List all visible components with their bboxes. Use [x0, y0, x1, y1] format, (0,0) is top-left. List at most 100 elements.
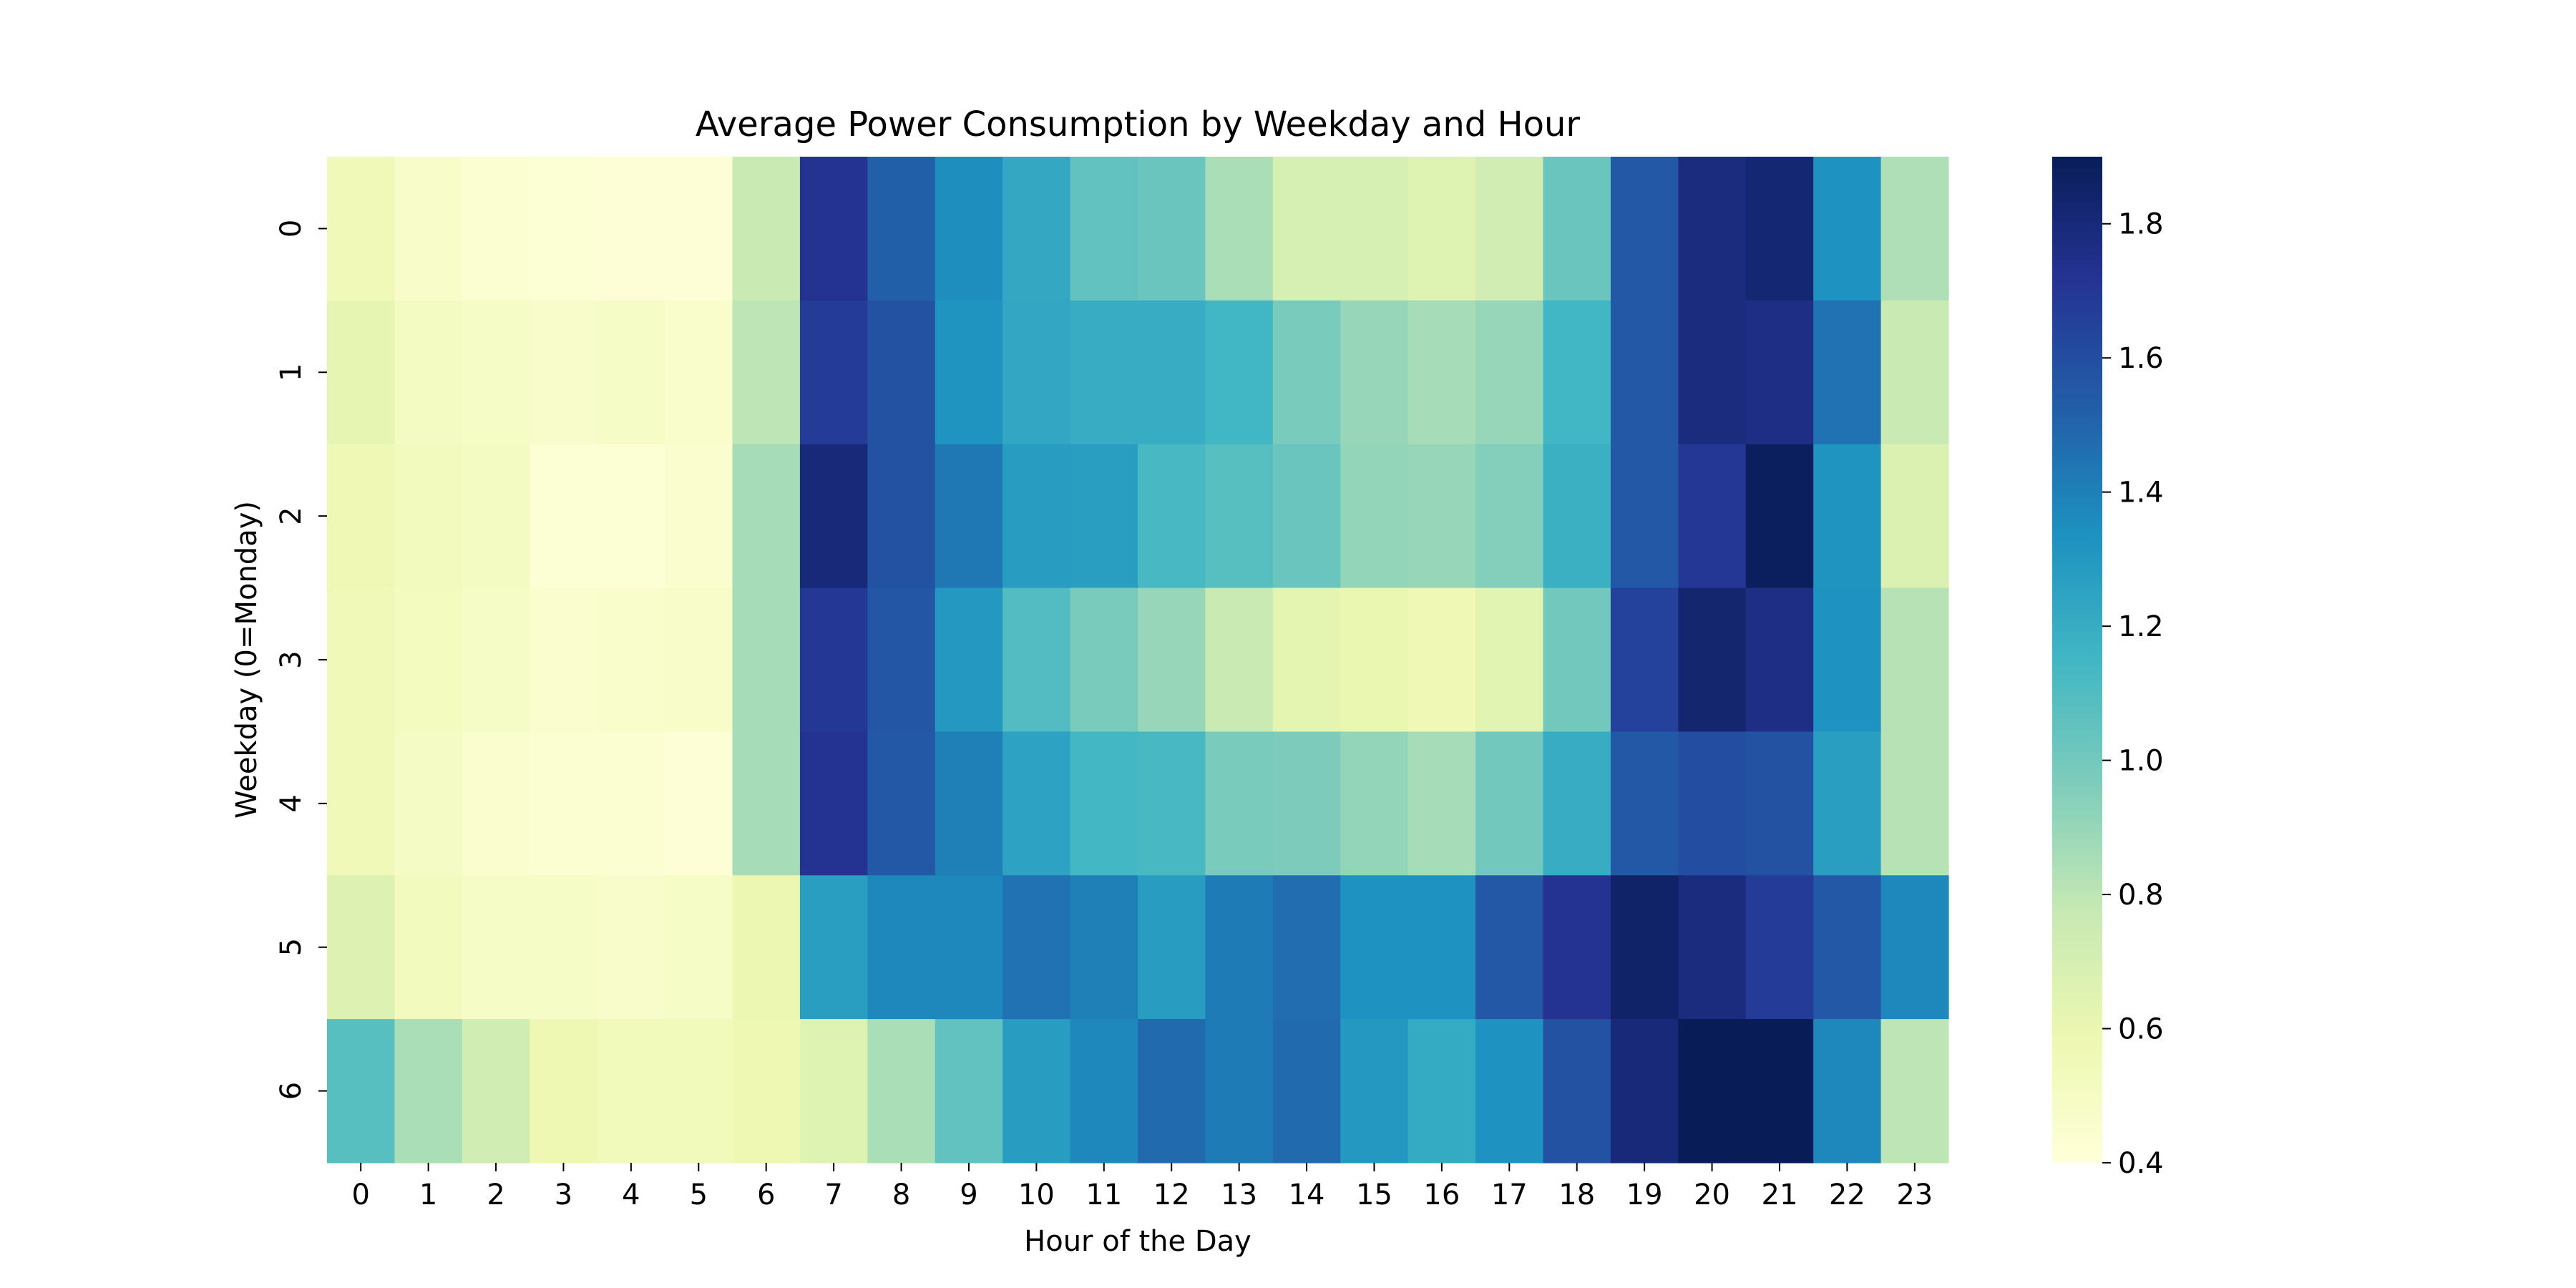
x-tick-label-22: 22: [1829, 1179, 1865, 1211]
heatmap-cell-1-14: [1272, 300, 1341, 445]
heatmap-cell-3-5: [665, 587, 733, 733]
heatmap-cell-5-2: [462, 875, 530, 1020]
heatmap-cell-2-15: [1340, 444, 1409, 589]
heatmap-cell-6-4: [597, 1019, 665, 1163]
colorbar-tick-label-1.4: 1.4: [2118, 477, 2164, 509]
x-tick-label-10: 10: [1018, 1179, 1055, 1211]
colorbar-tick-label-1.6: 1.6: [2118, 342, 2164, 375]
heatmap-cell-3-16: [1407, 587, 1476, 733]
heatmap-cell-5-0: [327, 875, 396, 1020]
y-tick-label-2: 2: [275, 507, 308, 525]
colorbar-ticks: 0.4 0.6 0.8 1.0 1.2 1.4 1.6 1.8: [2102, 208, 2164, 1180]
heatmap-cell-4-19: [1610, 731, 1679, 876]
y-tick-label-0: 0: [275, 220, 308, 238]
x-tick-label-11: 11: [1085, 1179, 1122, 1211]
x-tick-label-16: 16: [1423, 1179, 1460, 1211]
colorbar-tick-label-0.6: 0.6: [2118, 1013, 2164, 1046]
heatmap-cell-3-6: [732, 587, 801, 733]
heatmap-cell-0-0: [327, 157, 396, 301]
heatmap-cells: [327, 157, 1949, 1163]
heatmap-cell-3-9: [935, 587, 1003, 733]
heatmap-cell-1-7: [799, 300, 868, 445]
heatmap-cell-5-10: [1002, 875, 1071, 1020]
heatmap-cell-0-9: [935, 157, 1003, 301]
heatmap-cell-0-14: [1272, 157, 1341, 301]
heatmap-cell-5-15: [1340, 875, 1409, 1020]
heatmap-cell-4-11: [1070, 731, 1138, 876]
heatmap-cell-1-4: [597, 300, 665, 445]
heatmap-cell-5-12: [1138, 875, 1206, 1020]
y-tick-label-5: 5: [275, 938, 308, 956]
heatmap-cell-6-0: [327, 1019, 396, 1163]
heatmap-cell-2-9: [935, 444, 1003, 589]
heatmap-cell-5-21: [1745, 875, 1814, 1020]
heatmap-cell-3-12: [1138, 587, 1206, 733]
x-tick-label-18: 18: [1558, 1179, 1595, 1211]
heatmap-cell-5-5: [665, 875, 733, 1020]
heatmap-cell-1-12: [1138, 300, 1206, 445]
heatmap-cell-2-0: [327, 444, 396, 589]
heatmap-cell-3-20: [1678, 587, 1747, 733]
x-tick-label-12: 12: [1153, 1179, 1190, 1211]
heatmap-cell-4-23: [1880, 731, 1949, 876]
heatmap-cell-6-16: [1407, 1019, 1476, 1163]
y-axis-label: Weekday (0=Monday): [230, 501, 263, 819]
heatmap-cell-6-5: [665, 1019, 733, 1163]
heatmap-cell-6-14: [1272, 1019, 1341, 1163]
heatmap-cell-4-2: [462, 731, 530, 876]
heatmap-cell-4-3: [530, 731, 598, 876]
heatmap-cell-2-23: [1880, 444, 1949, 589]
heatmap-cell-3-0: [327, 587, 396, 733]
heatmap-cell-3-19: [1610, 587, 1679, 733]
heatmap-cell-0-23: [1880, 157, 1949, 301]
x-tick-label-14: 14: [1289, 1179, 1325, 1211]
heatmap-cell-6-1: [394, 1019, 463, 1163]
heatmap-cell-5-8: [867, 875, 936, 1020]
x-tick-label-1: 1: [419, 1179, 437, 1211]
heatmap-cell-0-15: [1340, 157, 1409, 301]
heatmap-cell-1-23: [1880, 300, 1949, 445]
heatmap-cell-0-16: [1407, 157, 1476, 301]
heatmap-cell-4-14: [1272, 731, 1341, 876]
heatmap-cell-4-7: [799, 731, 868, 876]
heatmap-cell-0-3: [530, 157, 598, 301]
heatmap-cell-5-3: [530, 875, 598, 1020]
heatmap-cell-6-3: [530, 1019, 598, 1163]
heatmap-cell-3-14: [1272, 587, 1341, 733]
heatmap-cell-0-21: [1745, 157, 1814, 301]
heatmap-cell-6-22: [1813, 1019, 1882, 1163]
heatmap-cell-2-5: [665, 444, 733, 589]
colorbar: [2052, 157, 2102, 1163]
heatmap-cell-6-13: [1205, 1019, 1274, 1163]
heatmap-cell-0-5: [665, 157, 733, 301]
x-tick-label-8: 8: [892, 1179, 910, 1211]
heatmap-cell-0-12: [1138, 157, 1206, 301]
x-tick-label-13: 13: [1221, 1179, 1257, 1211]
x-tick-label-3: 3: [555, 1179, 572, 1211]
x-tick-label-9: 9: [960, 1179, 977, 1211]
heatmap-cell-6-21: [1745, 1019, 1814, 1163]
heatmap-cell-0-1: [394, 157, 463, 301]
heatmap-cell-1-18: [1543, 300, 1611, 445]
heatmap-cell-4-0: [327, 731, 396, 876]
heatmap-cell-0-19: [1610, 157, 1679, 301]
heatmap-cell-3-8: [867, 587, 936, 733]
y-tick-label-6: 6: [275, 1082, 308, 1100]
heatmap-cell-5-17: [1475, 875, 1544, 1020]
heatmap-cell-6-10: [1002, 1019, 1071, 1163]
heatmap-cell-6-19: [1610, 1019, 1679, 1163]
heatmap-cell-6-9: [935, 1019, 1003, 1163]
heatmap-cell-1-5: [665, 300, 733, 445]
heatmap-cell-5-11: [1070, 875, 1138, 1020]
heatmap-cell-0-4: [597, 157, 665, 301]
heatmap-cell-6-8: [867, 1019, 936, 1163]
heatmap-cell-2-6: [732, 444, 801, 589]
colorbar-tick-label-1.8: 1.8: [2118, 208, 2164, 241]
heatmap-cell-4-6: [732, 731, 801, 876]
x-tick-label-7: 7: [824, 1179, 842, 1211]
heatmap-cell-2-8: [867, 444, 936, 589]
x-tick-label-19: 19: [1626, 1179, 1663, 1211]
colorbar-tick-label-1.2: 1.2: [2118, 610, 2164, 643]
heatmap-cell-0-7: [799, 157, 868, 301]
